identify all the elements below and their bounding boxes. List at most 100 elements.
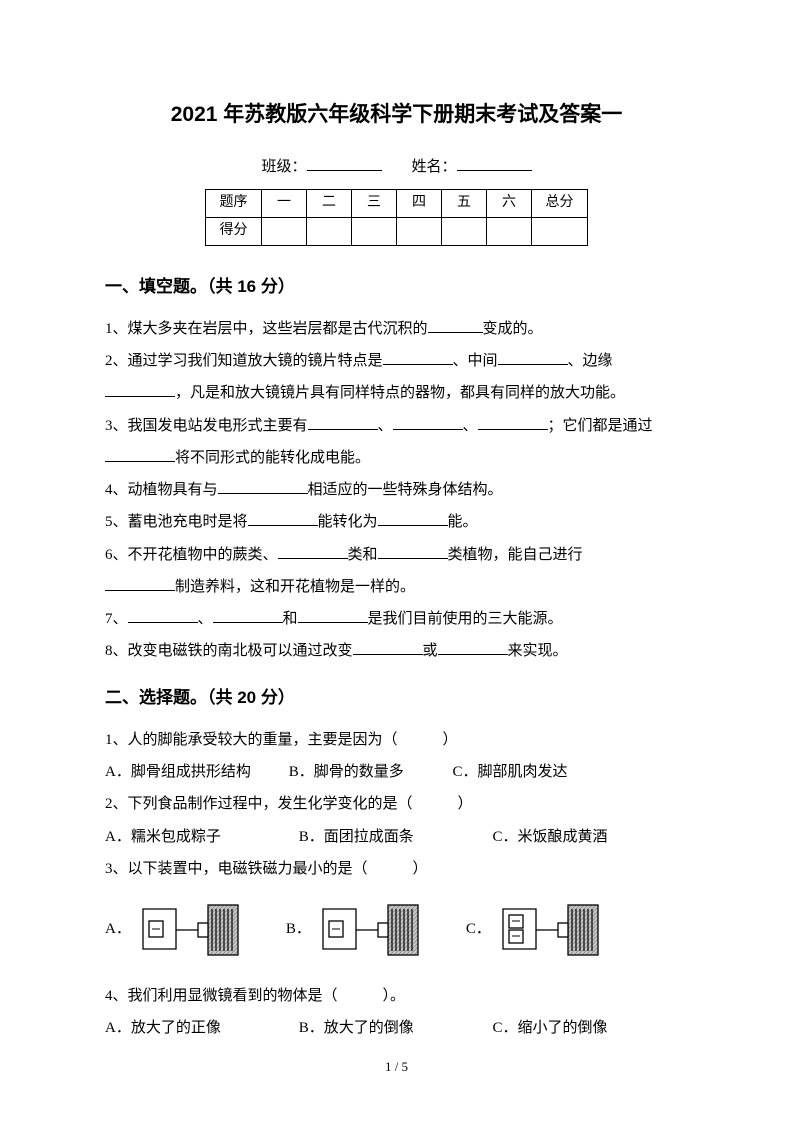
blank[interactable]	[478, 414, 548, 430]
cell: 三	[352, 190, 397, 218]
blank[interactable]	[378, 510, 448, 526]
q2-1-options: A．脚骨组成拱形结构 B．脚骨的数量多 C．脚部肌肉发达	[105, 756, 688, 788]
q1-3: 3、我国发电站发电形式主要有 、 、 ；它们都是通过将不同形式的能转化成电能。	[105, 410, 688, 475]
option-a: A．脚骨组成拱形结构	[105, 756, 285, 788]
cell-header: 得分	[206, 217, 262, 245]
option-b: B．放大了的倒像	[299, 1012, 489, 1044]
q1-2: 2、通过学习我们知道放大镜的镜片特点是、中间、边缘，凡是和放大镜镜片具有同样特点…	[105, 345, 688, 410]
score-table: 题序 一 二 三 四 五 六 总分 得分	[205, 189, 588, 245]
blank[interactable]	[383, 349, 453, 365]
section-1-header: 一、填空题。（共 16 分）	[105, 271, 688, 303]
blank[interactable]	[393, 414, 463, 430]
blank[interactable]	[438, 639, 508, 655]
blank[interactable]	[378, 543, 448, 559]
q1-7: 7、 、 和 是我们目前使用的三大能源。	[105, 603, 688, 635]
section-2-header: 二、选择题。（共 20 分）	[105, 682, 688, 714]
option-label-c: C．	[466, 915, 491, 944]
text: 类和	[348, 547, 378, 563]
text: 1、煤大多夹在岩层中，这些岩层都是古代沉积的	[105, 321, 428, 337]
text: 、中间	[453, 353, 498, 369]
text: 和	[283, 611, 298, 627]
q2-1: 1、人的脚能承受较大的重量，主要是因为（ ）	[105, 724, 688, 756]
text: 相适应的一些特殊身体结构。	[308, 482, 503, 498]
cell[interactable]	[307, 217, 352, 245]
cell[interactable]	[487, 217, 532, 245]
text: 变成的。	[483, 321, 543, 337]
table-row: 得分	[206, 217, 588, 245]
option-a: A．糯米包成粽子	[105, 821, 295, 853]
q2-4-options: A．放大了的正像 B．放大了的倒像 C．缩小了的倒像	[105, 1012, 688, 1044]
text: 、	[198, 611, 213, 627]
cell: 五	[442, 190, 487, 218]
text: 6、不开花植物中的蕨类、	[105, 547, 278, 563]
q1-8: 8、改变电磁铁的南北极可以通过改变 或 来实现。	[105, 635, 688, 667]
q1-6: 6、不开花植物中的蕨类、 类和 类植物，能自己进行制造养料，这和开花植物是一样的。	[105, 539, 688, 604]
blank[interactable]	[128, 607, 198, 623]
text: 4、动植物具有与	[105, 482, 218, 498]
name-blank[interactable]	[457, 153, 532, 171]
name-label: 姓名：	[412, 159, 457, 175]
text: 类植物，能自己进行	[448, 547, 583, 563]
cell: 一	[262, 190, 307, 218]
text: 8、改变电磁铁的南北极可以通过改变	[105, 643, 353, 659]
blank[interactable]	[218, 478, 308, 494]
blank[interactable]	[428, 317, 483, 333]
circuit-a: A．	[105, 897, 246, 962]
text: 能转化为	[318, 514, 378, 530]
circuit-c: C．	[466, 897, 606, 962]
option-label-b: B．	[286, 915, 311, 944]
text: 将不同形式的能转化成电能。	[175, 450, 370, 466]
blank[interactable]	[105, 381, 175, 397]
text: 能。	[448, 514, 478, 530]
cell[interactable]	[532, 217, 588, 245]
text: 7、	[105, 611, 128, 627]
cell: 六	[487, 190, 532, 218]
option-a: A．放大了的正像	[105, 1012, 295, 1044]
blank[interactable]	[298, 607, 368, 623]
text: ；它们都是通过	[548, 418, 653, 434]
text: 是我们目前使用的三大能源。	[368, 611, 563, 627]
q1-4: 4、动植物具有与 相适应的一些特殊身体结构。	[105, 474, 688, 506]
text: 制造养料，这和开花植物是一样的。	[175, 579, 415, 595]
text: 3、我国发电站发电形式主要有	[105, 418, 308, 434]
cell: 四	[397, 190, 442, 218]
cell[interactable]	[352, 217, 397, 245]
q2-3: 3、以下装置中，电磁铁磁力最小的是（ ）	[105, 853, 688, 885]
circuit-b: B．	[286, 897, 426, 962]
option-c: C．缩小了的倒像	[493, 1012, 608, 1044]
blank[interactable]	[498, 349, 568, 365]
text: 或	[423, 643, 438, 659]
text: 、	[378, 418, 393, 434]
page-number: 1 / 5	[0, 1055, 793, 1080]
blank[interactable]	[105, 446, 175, 462]
text: 5、蓄电池充电时是将	[105, 514, 248, 530]
class-label: 班级：	[261, 159, 306, 175]
blank[interactable]	[213, 607, 283, 623]
class-blank[interactable]	[307, 153, 382, 171]
option-b: B．脚骨的数量多	[289, 756, 449, 788]
q2-4: 4、我们利用显微镜看到的物体是（ ）。	[105, 980, 688, 1012]
text: 来实现。	[508, 643, 568, 659]
blank[interactable]	[105, 575, 175, 591]
cell: 总分	[532, 190, 588, 218]
text: 2、通过学习我们知道放大镜的镜片特点是	[105, 353, 383, 369]
cell-header: 题序	[206, 190, 262, 218]
circuit-diagrams: A． B．	[105, 897, 688, 962]
blank[interactable]	[353, 639, 423, 655]
table-row: 题序 一 二 三 四 五 六 总分	[206, 190, 588, 218]
blank[interactable]	[308, 414, 378, 430]
electromagnet-icon	[496, 897, 606, 962]
cell[interactable]	[397, 217, 442, 245]
text: ，凡是和放大镜镜片具有同样特点的器物，都具有同样的放大功能。	[175, 385, 625, 401]
option-c: C．脚部肌肉发达	[453, 756, 568, 788]
q1-5: 5、蓄电池充电时是将 能转化为 能。	[105, 506, 688, 538]
cell: 二	[307, 190, 352, 218]
cell[interactable]	[262, 217, 307, 245]
q2-2: 2、下列食品制作过程中，发生化学变化的是（ ）	[105, 788, 688, 820]
text: 、	[463, 418, 478, 434]
blank[interactable]	[278, 543, 348, 559]
cell[interactable]	[442, 217, 487, 245]
page-title: 2021 年苏教版六年级科学下册期末考试及答案一	[105, 95, 688, 135]
electromagnet-icon	[136, 897, 246, 962]
blank[interactable]	[248, 510, 318, 526]
